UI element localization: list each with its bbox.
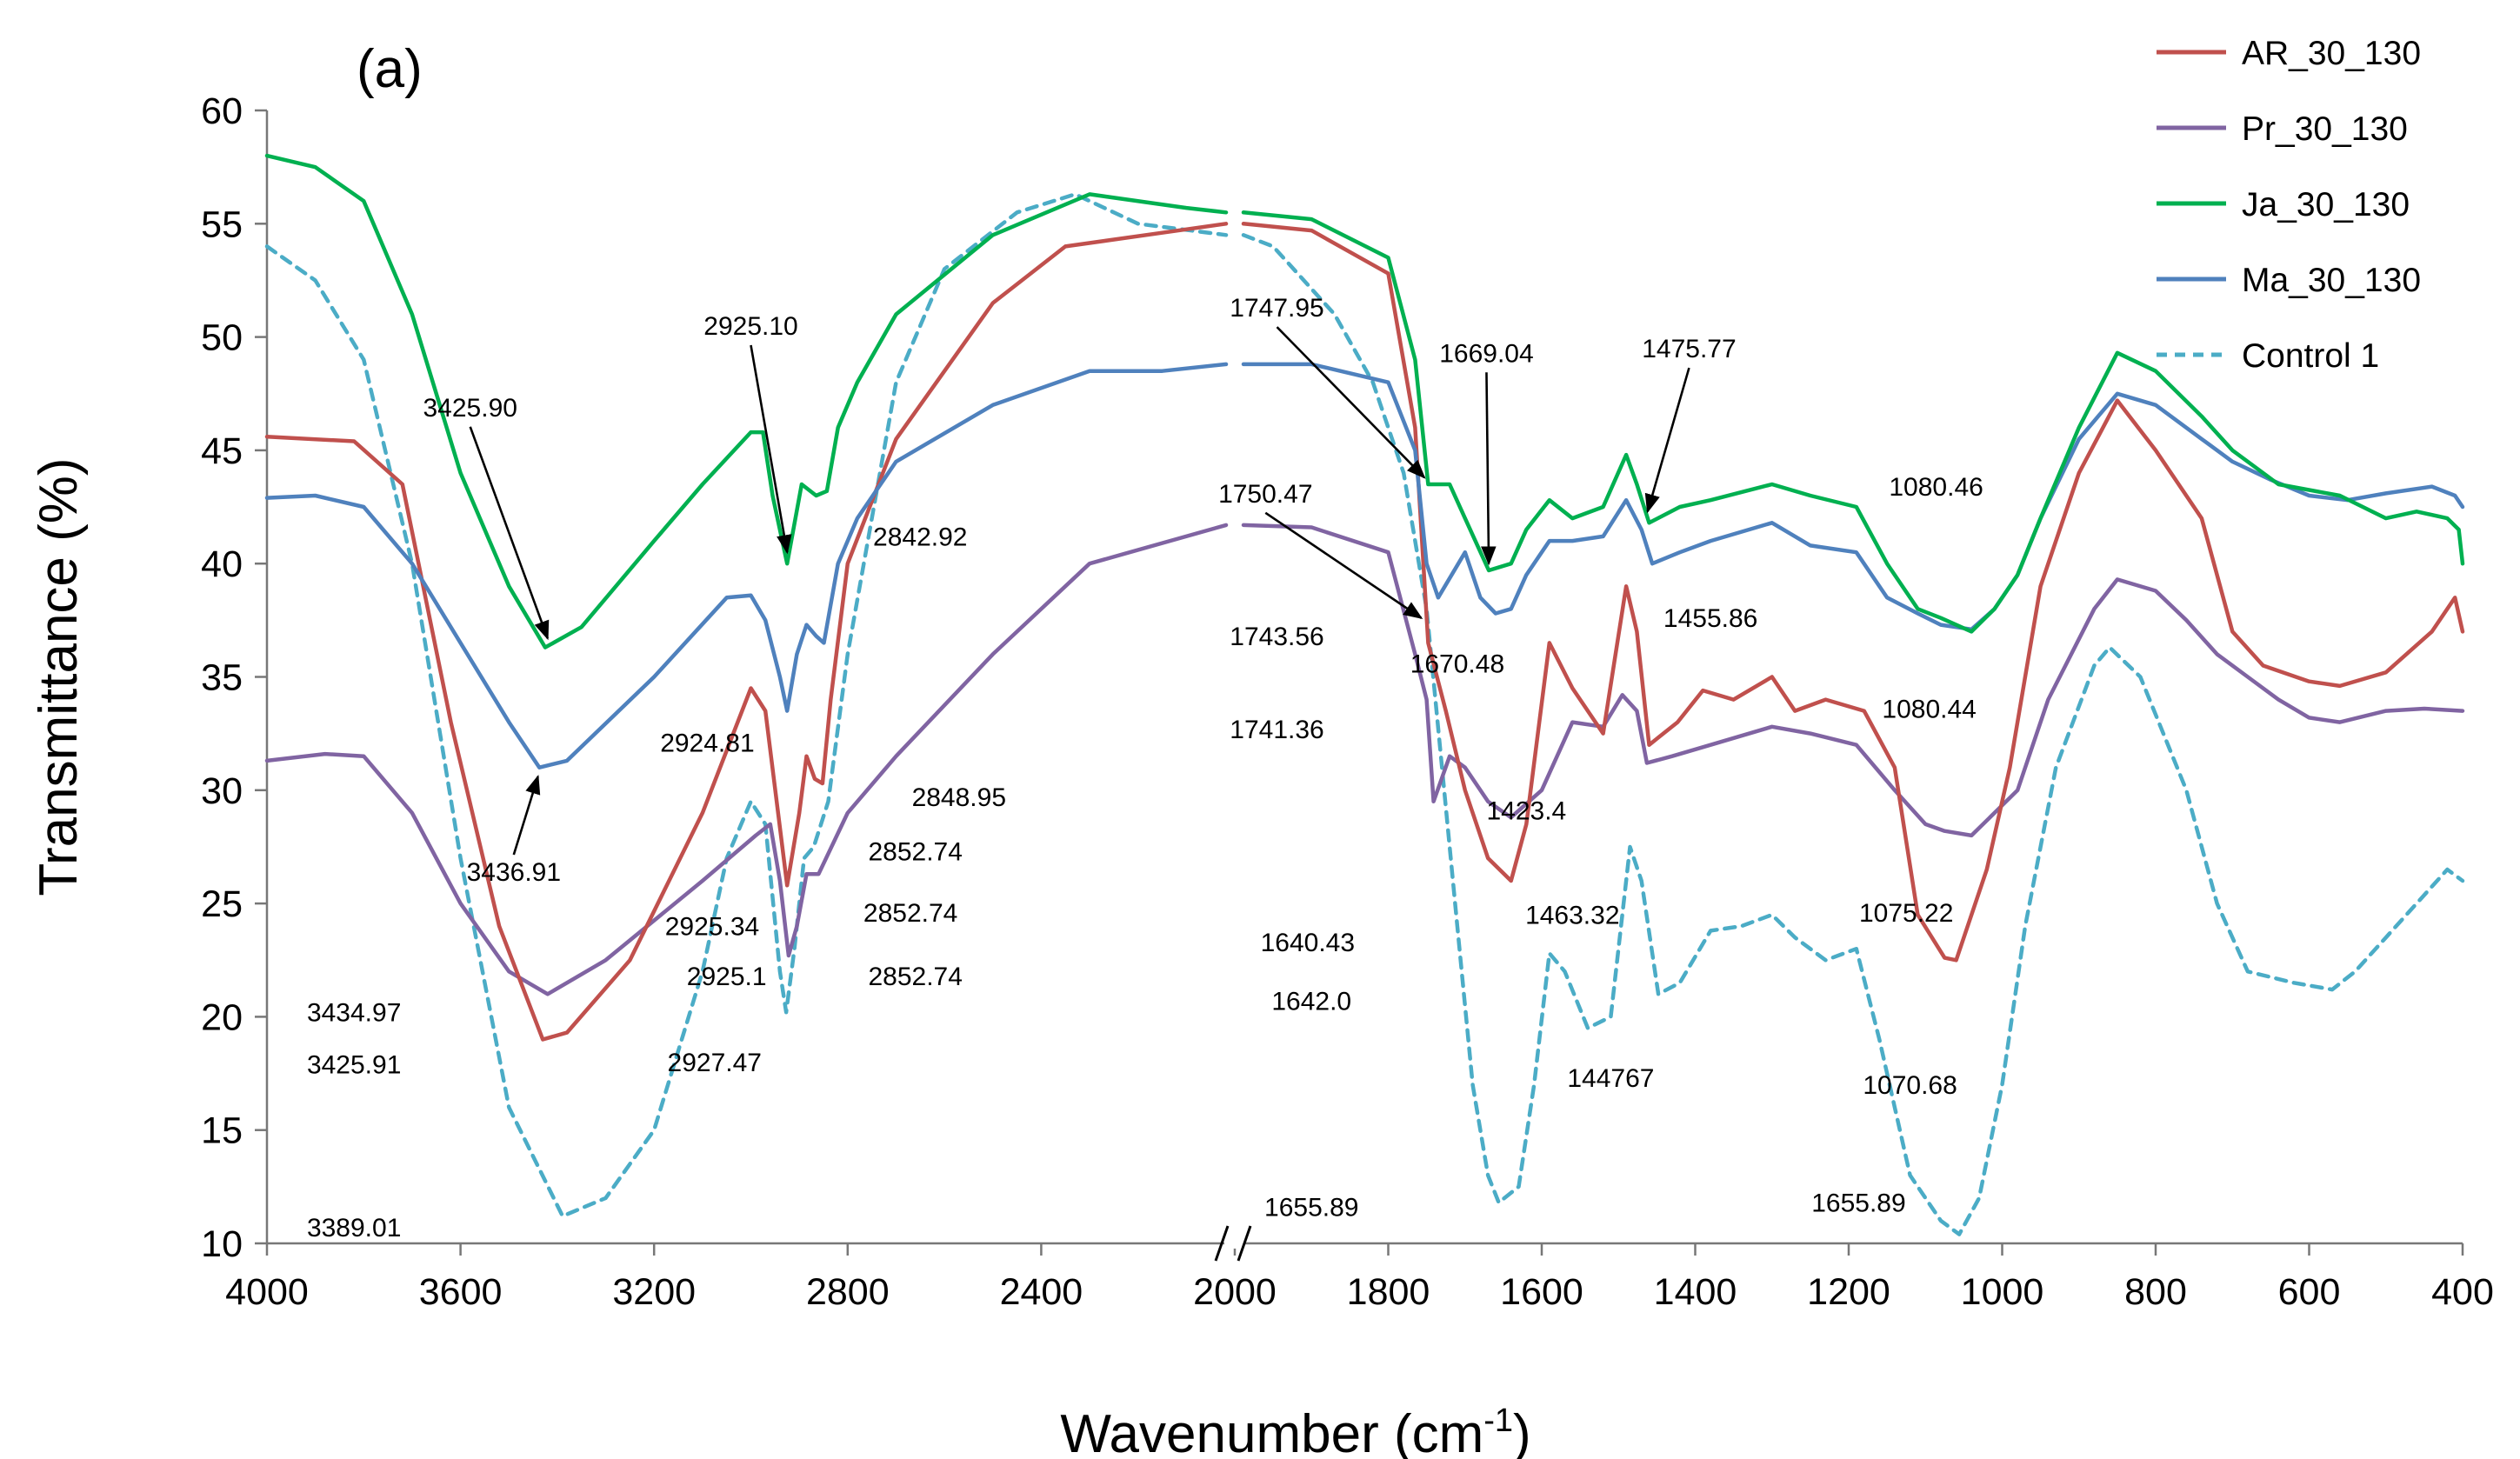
peak-annotation-label: 2924.81 [660, 729, 754, 757]
x-tick-label: 1200 [1807, 1271, 1890, 1313]
y-tick-label: 20 [201, 996, 243, 1038]
y-tick-label: 15 [201, 1110, 243, 1152]
series-line-control-1 [264, 192, 1229, 1218]
axis-break-gap [1224, 1238, 1245, 1249]
peak-annotation-label: 1080.46 [1889, 473, 1983, 502]
peak-annotation-arrow [1644, 367, 1690, 514]
x-tick-label: 3200 [612, 1271, 696, 1313]
legend-label: Ma_30_130 [2242, 262, 2421, 299]
peak-annotation-label: 1075.22 [1859, 899, 1953, 928]
axis-break-slash [1237, 1225, 1252, 1262]
peak-annotation-label: 1070.68 [1863, 1071, 1957, 1100]
peak-annotation-label: 1475.77 [1642, 335, 1736, 363]
y-tick-label: 40 [201, 543, 243, 585]
peak-annotation-label: 1669.04 [1439, 339, 1533, 368]
panel-label: (a) [357, 39, 423, 99]
peak-annotation-label: 1463.32 [1525, 902, 1619, 930]
peak-annotation-label: 1655.89 [1811, 1189, 1905, 1218]
y-axis-title-group: Transmittance (%) [29, 457, 89, 896]
peak-annotation-label: 2925.10 [703, 312, 797, 341]
series-line-pr-30-130 [1241, 523, 2465, 838]
peak-annotation-label: 3425.90 [423, 394, 517, 423]
x-tick-label: 1400 [1654, 1271, 1737, 1313]
y-tick-label: 45 [201, 430, 243, 472]
x-axis-title-superscript: -1 [1483, 1402, 1513, 1439]
peak-annotation-label: 1642.0 [1271, 988, 1351, 1016]
y-tick-label: 30 [201, 770, 243, 812]
x-axis-title-end: ) [1513, 1404, 1531, 1459]
peak-annotation-arrow [1264, 511, 1423, 619]
series-line-ar-30-130 [1241, 222, 2465, 963]
y-tick-label: 35 [201, 657, 243, 699]
x-tick-label: 600 [2278, 1271, 2341, 1313]
peak-annotation-label: 2842.92 [873, 523, 967, 551]
legend-label: Control 1 [2242, 337, 2379, 375]
y-axis-title: Transmittance (%) [29, 457, 89, 896]
peak-annotation-label: 1455.86 [1663, 604, 1757, 633]
series-line-ja-30-130 [264, 153, 1229, 650]
x-tick-label: 800 [2124, 1271, 2187, 1313]
x-tick-label: 1800 [1347, 1271, 1430, 1313]
peak-annotation-label: 2848.95 [912, 783, 1006, 812]
x-tick-label: 3600 [419, 1271, 503, 1313]
peak-annotation-label: 1423.4 [1486, 797, 1566, 826]
peak-annotation-label: 1080.44 [1882, 695, 1976, 723]
x-tick-label: 2000 [1193, 1271, 1277, 1313]
peak-annotation-label: 3425.91 [307, 1051, 401, 1080]
peak-annotation-label: 1743.56 [1230, 623, 1323, 651]
x-tick-label: 1000 [1961, 1271, 2044, 1313]
series-line-ma-30-130 [1241, 362, 2465, 632]
y-tick-label: 50 [201, 317, 243, 359]
series-line-pr-30-130 [264, 523, 1229, 996]
peak-annotation-label: 1741.36 [1230, 716, 1323, 744]
peak-annotation-label: 2927.47 [668, 1049, 762, 1077]
series-line-ar-30-130 [264, 222, 1229, 1042]
x-tick-label: 1600 [1500, 1271, 1583, 1313]
peak-annotation-label: 2925.1 [687, 963, 767, 991]
legend-label: AR_30_130 [2242, 35, 2421, 72]
peak-annotation-label: 3389.01 [307, 1214, 401, 1242]
series-line-ma-30-130 [264, 362, 1229, 769]
peak-annotation-label: 2925.34 [665, 913, 759, 942]
peak-annotation-arrow [1481, 372, 1497, 566]
peak-annotation-label: 1640.43 [1261, 929, 1355, 957]
x-tick-label: 2800 [806, 1271, 890, 1313]
x-axis-title-main: Wavenumber (cm [1060, 1404, 1483, 1459]
peak-annotation-arrow [1276, 326, 1426, 479]
peak-annotation-label: 3434.97 [307, 999, 401, 1028]
series-line-control-1 [1241, 233, 2465, 1236]
y-tick-label: 10 [201, 1223, 243, 1265]
x-tick-label: 400 [2431, 1271, 2494, 1313]
peak-annotation-label: 1670.48 [1410, 650, 1504, 678]
y-tick-label: 60 [201, 90, 243, 132]
peak-annotation-arrow [750, 344, 792, 555]
legend-label: Ja_30_130 [2242, 186, 2410, 223]
y-tick-label: 25 [201, 883, 243, 925]
x-tick-label: 4000 [225, 1271, 309, 1313]
peak-annotation-arrow [469, 426, 550, 641]
x-axis-title: Wavenumber (cm-1) [1060, 1402, 1530, 1459]
axis-break-slash [1214, 1225, 1230, 1262]
series-line-ja-30-130 [1241, 210, 2465, 634]
x-tick-label: 2400 [1000, 1271, 1083, 1313]
y-tick-label: 55 [201, 203, 243, 245]
peak-annotation-arrow [512, 775, 541, 856]
peak-annotation-label: 2852.74 [863, 899, 957, 928]
peak-annotation-label: 2852.74 [868, 963, 962, 991]
peak-annotation-label: 3436.91 [467, 858, 561, 887]
peak-annotation-label: 1750.47 [1218, 480, 1312, 509]
peak-annotation-label: 2852.74 [868, 838, 962, 867]
peak-annotation-label: 1747.95 [1230, 294, 1323, 323]
peak-annotation-label: 1655.89 [1264, 1194, 1358, 1222]
peak-annotation-label: 144767 [1567, 1064, 1654, 1093]
legend-label: Pr_30_130 [2242, 110, 2408, 148]
legend: AR_30_130 Pr_30_130 Ja_30_130 Ma_30_130 Cont… [2157, 35, 2421, 375]
